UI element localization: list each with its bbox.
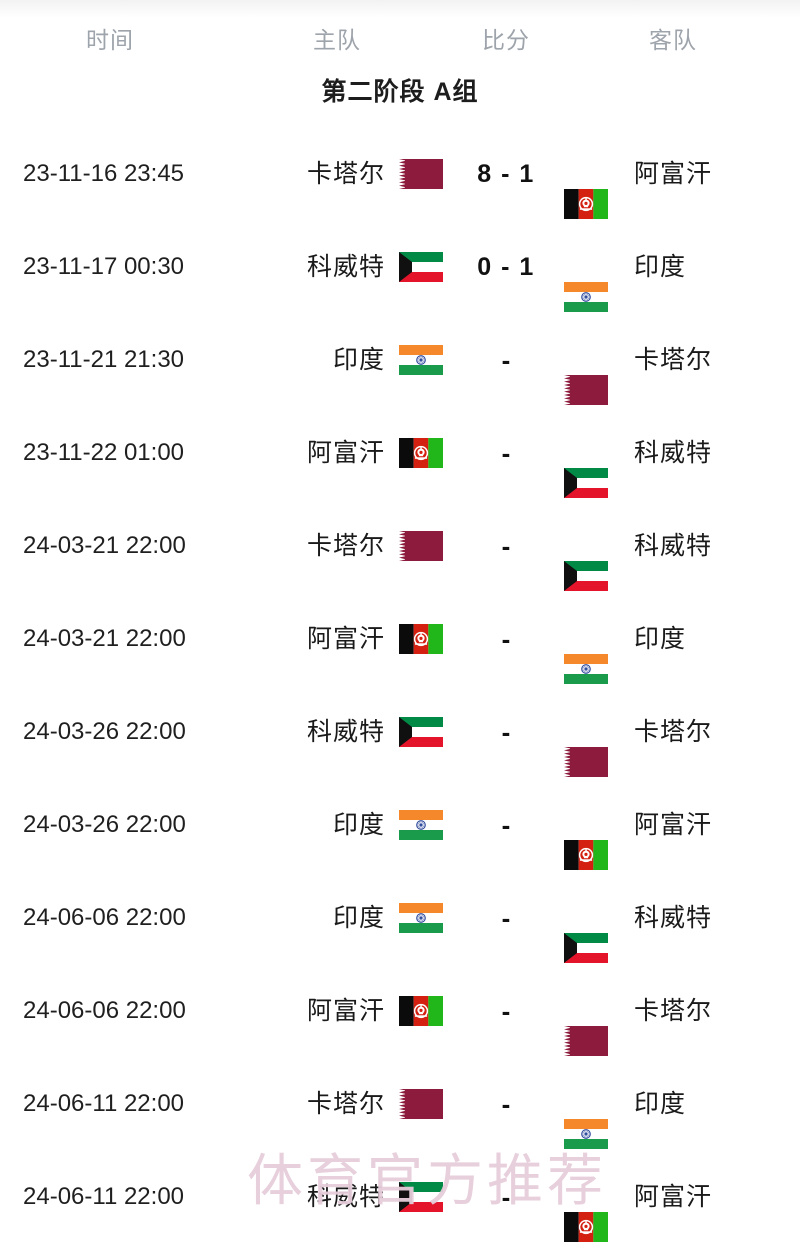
kuwait-flag <box>399 251 443 282</box>
away-team-name: 卡塔尔 <box>634 717 713 746</box>
column-header-away: 客队 <box>649 27 697 53</box>
away-team-name: 科威特 <box>634 438 713 467</box>
kuwait-flag <box>399 716 443 747</box>
match-row[interactable]: 23-11-21 21:30 印度 - 卡塔尔 <box>0 313 800 406</box>
match-row[interactable]: 24-06-11 22:00 卡塔尔 - 印度 <box>0 1057 800 1150</box>
match-score: - <box>501 437 511 468</box>
qatar-flag <box>564 1025 608 1056</box>
away-team-name: 卡塔尔 <box>634 345 713 374</box>
qatar-flag <box>564 374 608 405</box>
home-team-name: 印度 <box>332 903 385 932</box>
match-score: 8 - 1 <box>477 159 535 188</box>
match-row[interactable]: 24-03-21 22:00 卡塔尔 - 科威特 <box>0 499 800 592</box>
india-flag <box>564 281 608 312</box>
match-datetime: 23-11-16 23:45 <box>23 159 185 187</box>
match-datetime: 24-03-26 22:00 <box>23 810 186 838</box>
home-team-name: 科威特 <box>306 252 385 281</box>
away-team-name: 阿富汗 <box>634 159 713 188</box>
match-row[interactable]: 24-06-06 22:00 印度 - 科威特 <box>0 871 800 964</box>
away-team-name: 阿富汗 <box>634 810 713 839</box>
match-score: - <box>501 344 511 375</box>
away-team-name: 阿富汗 <box>634 1182 713 1211</box>
column-header-score: 比分 <box>482 27 530 53</box>
afghanistan-flag <box>399 437 443 468</box>
home-team-name: 阿富汗 <box>306 624 385 653</box>
home-team-name: 科威特 <box>306 717 385 746</box>
match-datetime: 24-06-06 22:00 <box>23 996 186 1024</box>
away-team-name: 印度 <box>634 624 687 653</box>
header-background-band <box>0 0 800 18</box>
match-row[interactable]: 23-11-17 00:30 科威特 0 - 1 印度 <box>0 220 800 313</box>
match-score: - <box>501 530 511 561</box>
qatar-flag <box>564 746 608 777</box>
match-datetime: 24-06-11 22:00 <box>23 1089 185 1117</box>
column-header-time: 时间 <box>86 27 134 53</box>
match-datetime: 24-03-26 22:00 <box>23 717 186 745</box>
match-row[interactable]: 24-06-11 22:00 科威特 - 阿富汗 <box>0 1150 800 1243</box>
match-datetime: 24-03-21 22:00 <box>23 624 186 652</box>
kuwait-flag <box>564 932 608 963</box>
qatar-flag <box>399 530 443 561</box>
match-score: - <box>501 623 511 654</box>
column-header-home: 主队 <box>313 27 361 53</box>
home-team-name: 卡塔尔 <box>306 159 385 188</box>
match-score: - <box>501 809 511 840</box>
column-header-row: 时间 主队 比分 客队 <box>0 0 800 74</box>
match-datetime: 24-03-21 22:00 <box>23 531 186 559</box>
afghanistan-flag <box>399 995 443 1026</box>
away-team-name: 卡塔尔 <box>634 996 713 1025</box>
match-row[interactable]: 23-11-16 23:45 卡塔尔 8 - 1 阿富汗 <box>0 127 800 220</box>
match-datetime: 23-11-17 00:30 <box>23 252 185 280</box>
match-score: - <box>501 995 511 1026</box>
home-team-name: 阿富汗 <box>306 996 385 1025</box>
match-datetime: 24-06-11 22:00 <box>23 1182 185 1210</box>
kuwait-flag <box>564 467 608 498</box>
home-team-name: 科威特 <box>306 1182 385 1211</box>
away-team-name: 印度 <box>634 1089 687 1118</box>
match-datetime: 23-11-21 21:30 <box>23 345 185 373</box>
match-row[interactable]: 24-03-26 22:00 科威特 - 卡塔尔 <box>0 685 800 778</box>
qatar-flag <box>399 158 443 189</box>
match-score: - <box>501 1181 511 1212</box>
match-score: - <box>501 1088 511 1119</box>
kuwait-flag <box>399 1181 443 1212</box>
home-team-name: 印度 <box>332 810 385 839</box>
home-team-name: 卡塔尔 <box>306 1089 385 1118</box>
match-score: - <box>501 902 511 933</box>
match-score: - <box>501 716 511 747</box>
india-flag <box>564 653 608 684</box>
india-flag <box>399 902 443 933</box>
india-flag <box>399 809 443 840</box>
match-score: 0 - 1 <box>477 252 535 281</box>
match-datetime: 24-06-06 22:00 <box>23 903 186 931</box>
match-list: 23-11-16 23:45 卡塔尔 8 - 1 阿富汗 23-11-17 00:30 科… <box>0 127 800 1243</box>
match-row[interactable]: 24-03-21 22:00 阿富汗 - 印度 <box>0 592 800 685</box>
match-row[interactable]: 24-06-06 22:00 阿富汗 - 卡塔尔 <box>0 964 800 1057</box>
india-flag <box>399 344 443 375</box>
kuwait-flag <box>564 560 608 591</box>
india-flag <box>564 1118 608 1149</box>
away-team-name: 科威特 <box>634 903 713 932</box>
match-datetime: 23-11-22 01:00 <box>23 438 185 466</box>
away-team-name: 印度 <box>634 252 687 281</box>
afghanistan-flag <box>399 623 443 654</box>
away-team-name: 科威特 <box>634 531 713 560</box>
home-team-name: 阿富汗 <box>306 438 385 467</box>
home-team-name: 印度 <box>332 345 385 374</box>
match-row[interactable]: 23-11-22 01:00 阿富汗 - 科威特 <box>0 406 800 499</box>
qatar-flag <box>399 1088 443 1119</box>
afghanistan-flag <box>564 839 608 870</box>
match-row[interactable]: 24-03-26 22:00 印度 - 阿富汗 <box>0 778 800 871</box>
group-title: 第二阶段 A组 <box>321 78 479 106</box>
afghanistan-flag <box>564 188 608 219</box>
afghanistan-flag <box>564 1211 608 1242</box>
home-team-name: 卡塔尔 <box>306 531 385 560</box>
